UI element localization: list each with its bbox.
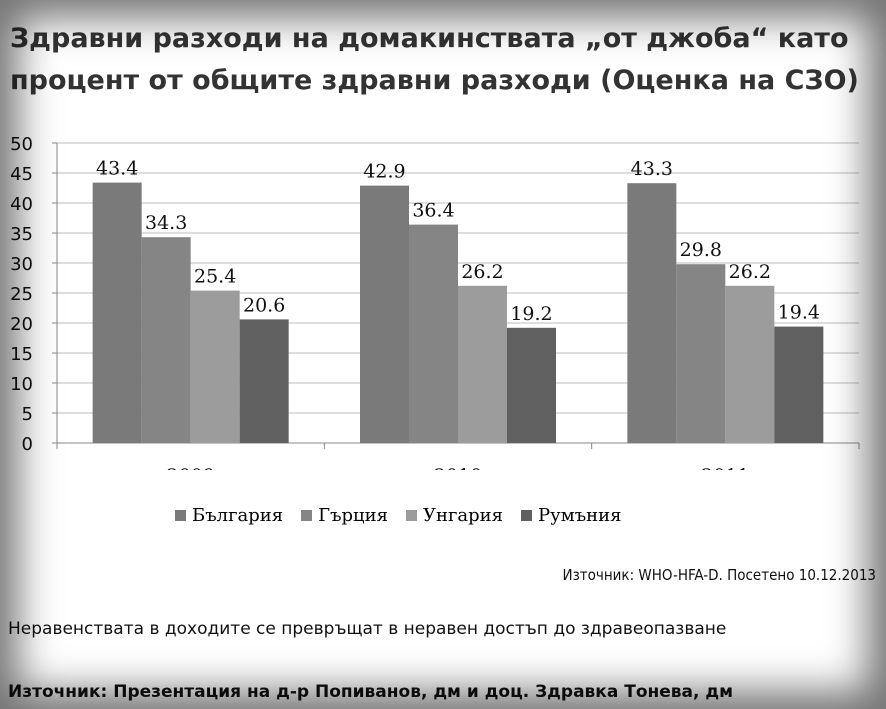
legend-item: Румъния [521,505,622,526]
data-label: 19.4 [778,302,820,324]
legend-label: България [192,504,284,526]
data-label: 29.8 [680,239,722,261]
note-text: Неравенствата в доходите се превръщат в … [8,619,727,639]
y-tick-label: 5 [22,404,33,425]
y-tick-label: 20 [10,314,33,335]
bar-Гърция-2010 [409,224,458,443]
legend-item: Унгария [405,504,504,526]
bar-Унгария-2009 [190,290,240,443]
y-tick-label: 40 [10,194,33,215]
bar-България-2009 [92,182,142,443]
bar-Румъния-2009 [239,319,289,443]
data-label: 19.2 [510,303,552,325]
data-label: 26.2 [461,261,503,283]
legend-item: България [175,505,283,526]
y-tick-label: 10 [10,374,33,395]
legend-swatch [405,509,417,521]
data-label: 43.3 [631,158,673,180]
data-label: 20.6 [243,294,285,316]
y-tick-label: 50 [10,134,33,155]
legend-label: Румъния [538,504,622,526]
bar-Румъния-2010 [507,327,556,443]
bar-България-2010 [360,185,409,443]
y-tick-label: 15 [10,344,33,365]
data-label: 26.2 [729,261,771,283]
x-tick-label: 2011 [701,465,749,470]
bar-Румъния-2011 [774,326,824,443]
y-tick-label: 0 [22,434,33,455]
bar-Гърция-2009 [141,237,191,443]
y-tick-label: 45 [10,164,33,185]
x-tick-label: 2010 [434,465,482,470]
y-tick-label: 35 [10,224,33,245]
legend-swatch [521,509,533,521]
y-tick-label: 25 [10,284,33,305]
data-label: 34.3 [145,212,187,234]
legend-swatch [175,509,186,521]
chart-title: Здравни разходи на домакинствата „от джо… [10,23,859,96]
legend-swatch [301,509,313,521]
bar-България-2011 [627,183,677,443]
source-presentation-text: Източник: Презентация на д-р Попиванов, … [8,682,734,702]
data-label: 36.4 [412,200,454,222]
chart-legend: България Гърция Унгария Румъния [175,502,622,528]
bar-Унгария-2010 [458,285,507,443]
x-tick-label: 2009 [166,465,214,470]
bar-chart: 0 5 10 15 20 25 30 35 40 45 50 43.4 34.3 25.4 20.6 2009… [10,134,860,470]
y-tick-label: 30 [10,254,33,275]
bar-Гърция-2011 [676,264,726,443]
legend-item: Гърция [301,505,388,526]
data-label: 43.4 [96,158,138,180]
legend-label: Унгария [422,504,504,526]
bar-Унгария-2011 [725,285,775,443]
legend-label: Гърция [318,504,388,526]
data-label: 25.4 [194,266,236,288]
source-who-text: Източник: WHO-HFA-D. Посетено 10.12.2013 [562,566,876,584]
data-label: 42.9 [363,161,405,183]
